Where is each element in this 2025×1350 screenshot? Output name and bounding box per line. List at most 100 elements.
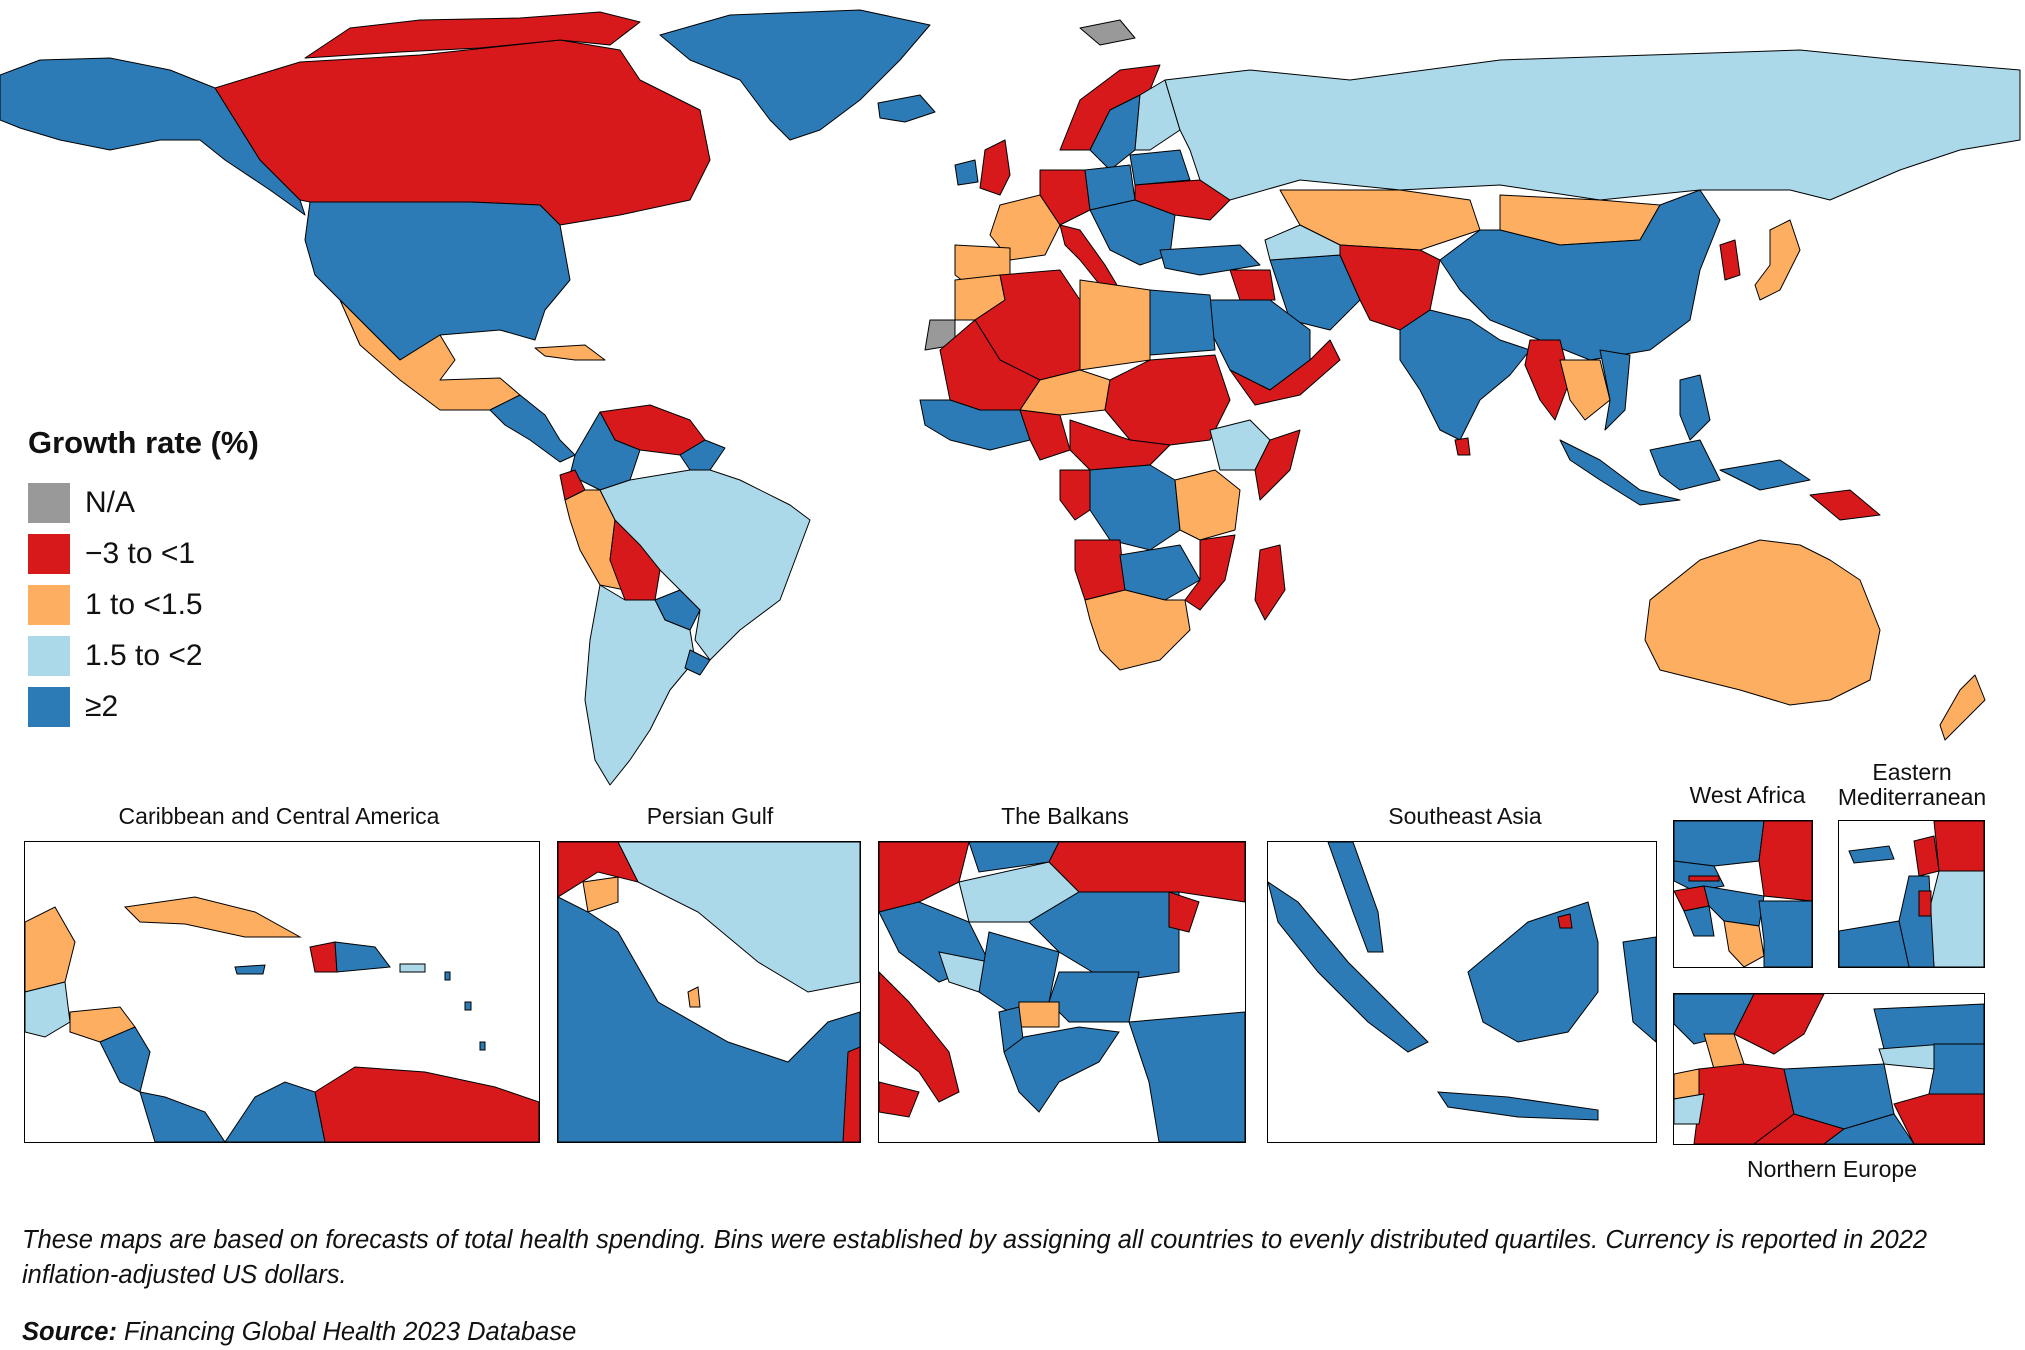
world-map	[0, 9, 2021, 786]
region-lebanon	[1913, 835, 1940, 877]
region-china	[1439, 189, 1721, 361]
region-cuba	[534, 344, 606, 361]
region-nicaragua	[99, 1026, 151, 1093]
region-vietnam	[1599, 349, 1631, 431]
region-gambia	[1688, 875, 1720, 882]
region-qatar	[687, 986, 701, 1008]
region-guianas	[679, 439, 726, 471]
region-ireland	[954, 159, 979, 186]
region-argentina	[584, 584, 696, 786]
region-brunei	[1557, 913, 1573, 929]
region-australia	[1644, 539, 1881, 706]
region-sierra-leone	[1683, 905, 1715, 937]
inset-map-balkans	[878, 841, 1246, 1143]
region-madagascar	[1254, 544, 1286, 621]
legend-swatch	[28, 483, 70, 523]
legend-item-mid-high: 1.5 to <2	[28, 636, 259, 676]
region-indonesia	[1559, 439, 1811, 506]
legend-title: Growth rate (%)	[28, 425, 259, 460]
region-egypt	[1149, 289, 1216, 356]
region-belgium	[1674, 1093, 1705, 1125]
region-moldova	[1168, 891, 1200, 933]
region-sweden-inset	[1733, 994, 1825, 1055]
region-philippines	[1679, 374, 1711, 441]
legend: Growth rate (%) N/A −3 to <1 1 to <1.5 1…	[28, 425, 259, 738]
region-small-islands	[444, 971, 486, 1051]
legend-label: ≥2	[85, 690, 119, 723]
source-label: Source:	[22, 1318, 117, 1346]
region-mauritania-inset	[1674, 821, 1765, 867]
region-north-macedonia	[1018, 1001, 1060, 1028]
region-denmark	[1703, 1033, 1745, 1070]
region-jamaica	[234, 964, 266, 975]
region-austria-czech	[879, 842, 970, 913]
inset-map-persian-gulf	[557, 841, 861, 1143]
region-mexico	[339, 299, 521, 411]
region-india	[1399, 309, 1531, 441]
legend-swatch	[28, 585, 70, 625]
region-cote-divoire	[1758, 900, 1812, 967]
legend-item-na: N/A	[28, 483, 259, 523]
region-cyprus	[1848, 845, 1895, 864]
inset-map-west-africa	[1673, 820, 1813, 968]
region-new-zealand	[1939, 674, 1986, 741]
region-svalbard	[1079, 19, 1136, 46]
region-iraq	[1229, 269, 1276, 301]
region-japan	[1754, 219, 1801, 301]
region-malaysia-peninsula	[1327, 842, 1384, 953]
region-syria	[1933, 821, 1984, 872]
region-somalia	[1254, 429, 1301, 501]
region-uk	[979, 139, 1011, 196]
legend-label: −3 to <1	[85, 537, 196, 570]
legend-item-low: −3 to <1	[28, 534, 259, 574]
region-uruguay	[684, 649, 711, 676]
region-chad-sudan	[1104, 354, 1231, 446]
region-iran-inset	[617, 842, 860, 993]
region-central-america	[489, 394, 576, 463]
inset-map-northern-europe	[1673, 993, 1985, 1145]
region-bulgaria	[1048, 971, 1140, 1023]
region-costa-rica-panama	[139, 1091, 226, 1142]
region-greenland	[659, 9, 931, 141]
footnote: These maps are based on forecasts of tot…	[22, 1226, 1928, 1289]
region-saudi-inset	[558, 896, 860, 1142]
region-germany	[1039, 169, 1091, 226]
region-egypt-inset	[1839, 920, 1910, 967]
region-belarus	[1129, 149, 1191, 186]
region-libya	[1079, 279, 1151, 371]
region-finland	[1134, 79, 1181, 151]
region-iceland	[877, 94, 936, 123]
region-uae	[842, 1046, 860, 1142]
region-sri-lanka	[1454, 437, 1471, 456]
region-belarus-inset	[1928, 1043, 1984, 1095]
legend-label: 1.5 to <2	[85, 639, 203, 672]
legend-item-high: ≥2	[28, 687, 259, 727]
legend-swatch	[28, 687, 70, 727]
inset-title-west-africa: West Africa	[1689, 782, 1806, 808]
region-sumatra	[1268, 881, 1429, 1053]
legend-swatch	[28, 636, 70, 676]
region-zambia-zim	[1119, 544, 1201, 601]
region-turkey-inset	[1128, 1011, 1245, 1142]
inset-title-balkans: The Balkans	[1001, 803, 1129, 829]
region-palestine	[1918, 890, 1932, 917]
region-haiti	[309, 941, 338, 973]
inset-title-northern-europe: Northern Europe	[1746, 1156, 1918, 1182]
region-liberia	[1723, 920, 1765, 967]
region-namibia-sa	[1084, 589, 1191, 671]
region-italy-inset	[879, 971, 960, 1118]
region-dominican-rep	[334, 941, 391, 973]
region-ukraine-inset2	[1893, 1093, 1984, 1144]
region-gabon-congo	[1059, 469, 1091, 521]
region-east-africa	[1174, 469, 1241, 541]
region-serbia	[978, 931, 1060, 1013]
region-kuwait	[582, 876, 619, 913]
region-puerto-rico	[399, 963, 426, 973]
region-cuba-inset	[123, 896, 302, 938]
legend-label: N/A	[85, 486, 136, 519]
region-java	[1437, 1091, 1599, 1121]
region-png	[1809, 489, 1881, 521]
region-venezuela-inset	[314, 1066, 539, 1142]
region-borneo	[1467, 901, 1599, 1043]
source-text: Financing Global Health 2023 Database	[124, 1318, 577, 1346]
